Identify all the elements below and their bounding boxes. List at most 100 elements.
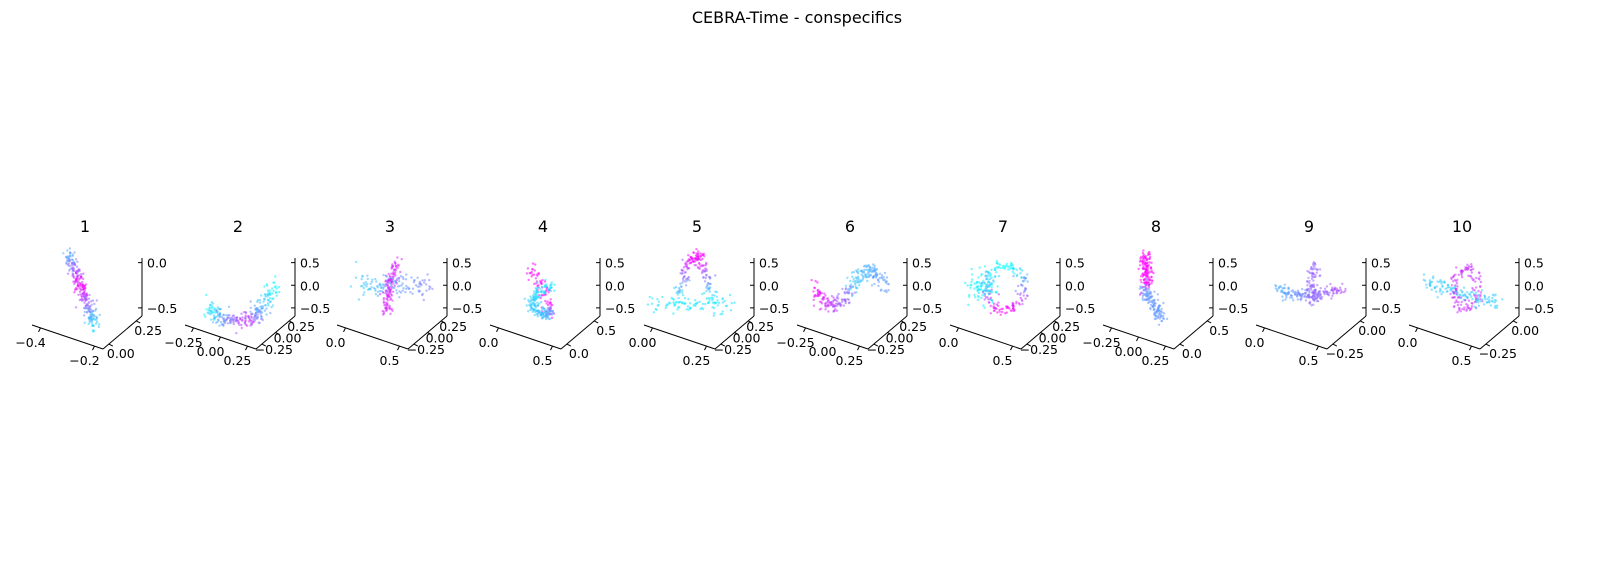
scatter-point bbox=[983, 294, 986, 297]
x-tick-mark bbox=[218, 336, 221, 342]
scatter-point bbox=[541, 312, 544, 315]
scatter-point bbox=[77, 293, 80, 296]
scatter-point bbox=[816, 289, 819, 292]
scatter-point bbox=[993, 267, 996, 270]
scatter-point bbox=[848, 301, 851, 304]
scatter-point bbox=[221, 323, 224, 326]
scatter-point bbox=[394, 281, 398, 284]
scatter-point bbox=[218, 312, 221, 316]
scatter-point bbox=[1479, 295, 1482, 298]
scatter-point bbox=[702, 270, 705, 273]
scatter-point bbox=[980, 274, 983, 277]
scatter-point bbox=[1318, 268, 1322, 271]
y-tick-mark bbox=[1179, 343, 1185, 347]
scatter-point bbox=[1308, 285, 1312, 288]
y-tick-label: −0.25 bbox=[1020, 342, 1058, 357]
x-tick-label: 0.5 bbox=[1452, 353, 1472, 368]
scatter-point bbox=[1453, 296, 1456, 299]
scatter-point bbox=[1474, 307, 1478, 310]
x-tick-mark bbox=[550, 345, 553, 351]
scatter-point bbox=[1430, 288, 1433, 291]
scatter-point bbox=[1433, 285, 1437, 289]
scatter-point bbox=[431, 287, 434, 291]
scatter-point bbox=[231, 314, 234, 318]
scatter-point bbox=[1441, 290, 1444, 294]
scatter-point bbox=[1301, 293, 1305, 296]
x-tick-label: 0.00 bbox=[197, 344, 225, 359]
scatter-point bbox=[239, 318, 242, 321]
scatter-point bbox=[1012, 305, 1015, 308]
scatter-point bbox=[988, 272, 992, 275]
scatter-point bbox=[205, 308, 208, 311]
scatter-point bbox=[376, 284, 379, 288]
scatter-point bbox=[1469, 268, 1473, 272]
scatter-point bbox=[826, 305, 830, 308]
scatter-point bbox=[1435, 290, 1438, 293]
scatter-point bbox=[74, 270, 78, 274]
panels-group: 1−0.4−0.20.250.000.0−0.52−0.250.000.250.… bbox=[15, 217, 1554, 368]
scatter-point bbox=[1151, 279, 1154, 282]
scatter-point bbox=[1310, 304, 1313, 307]
scatter-point bbox=[258, 301, 262, 304]
scatter-point bbox=[820, 300, 823, 304]
scatter-point bbox=[721, 301, 725, 304]
y-tick-mark bbox=[566, 343, 572, 347]
scatter-point bbox=[547, 291, 550, 294]
scatter-point bbox=[1138, 264, 1142, 267]
scatter-point bbox=[1284, 298, 1287, 301]
scatter-point bbox=[882, 279, 885, 282]
scatter-point bbox=[544, 313, 548, 316]
scatter-point bbox=[77, 268, 81, 271]
scatter-point bbox=[532, 290, 536, 293]
scatter-point bbox=[390, 294, 394, 297]
scatter-point bbox=[370, 286, 373, 289]
scatter-point bbox=[1476, 296, 1480, 299]
scatter-point bbox=[241, 316, 244, 319]
scatter-point bbox=[255, 309, 258, 313]
scatter-point bbox=[1014, 289, 1017, 293]
x-tick-label: 0.0 bbox=[939, 335, 959, 350]
scatter-point bbox=[684, 284, 688, 287]
z-tick-label: 0.0 bbox=[452, 278, 472, 293]
scatter-point bbox=[1456, 285, 1459, 288]
scatter-point bbox=[82, 314, 86, 317]
scatter-point bbox=[73, 251, 76, 254]
scatter-point bbox=[1139, 292, 1143, 295]
scatter-point bbox=[686, 277, 689, 281]
scatter-point bbox=[696, 256, 699, 259]
scatter-point bbox=[390, 272, 393, 275]
z-tick-label: −0.5 bbox=[1524, 301, 1554, 316]
scatter-point bbox=[884, 289, 888, 292]
scatter-point bbox=[71, 258, 74, 262]
scatter-point bbox=[1473, 289, 1476, 292]
scatter-point bbox=[1142, 256, 1145, 259]
scatter-point bbox=[374, 277, 377, 281]
scatter-point bbox=[536, 281, 539, 284]
scatter-point bbox=[1315, 294, 1319, 297]
scatter-point bbox=[1012, 275, 1015, 278]
scatter-point bbox=[1019, 272, 1022, 275]
scatter-point bbox=[526, 267, 530, 270]
scatter-point bbox=[1330, 297, 1333, 300]
scatter-point bbox=[68, 247, 72, 250]
scatter-point bbox=[657, 300, 661, 303]
scatter-point bbox=[236, 319, 239, 322]
y-tick-mark bbox=[747, 320, 753, 324]
scatter-point bbox=[549, 309, 553, 312]
scatter-point bbox=[1454, 273, 1457, 276]
scatter-point bbox=[390, 266, 394, 269]
scatter-point bbox=[268, 289, 271, 292]
scatter-point bbox=[699, 254, 702, 258]
scatter-point bbox=[1149, 292, 1153, 295]
scatter-point bbox=[1477, 301, 1480, 304]
scatter-point bbox=[697, 250, 700, 253]
scatter-point bbox=[818, 290, 821, 293]
scatter-point bbox=[1466, 297, 1469, 300]
scatter-point bbox=[243, 322, 247, 325]
scatter-point bbox=[92, 317, 95, 320]
scatter-point bbox=[1444, 287, 1447, 291]
scatter-point bbox=[1143, 286, 1146, 289]
scatter-point bbox=[672, 301, 675, 304]
y-tick-label: 0.00 bbox=[1358, 323, 1386, 338]
scatter-point bbox=[1439, 287, 1442, 290]
